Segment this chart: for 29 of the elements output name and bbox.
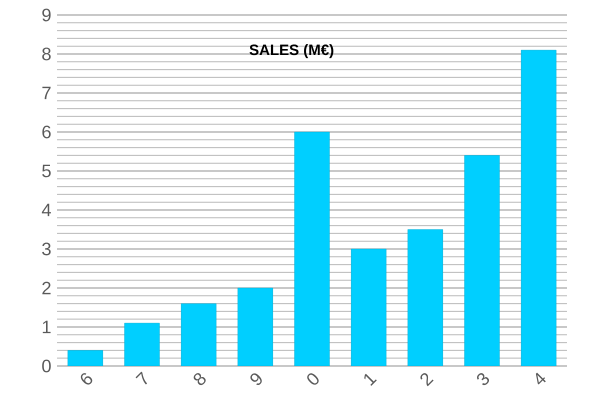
y-tick-label: 2 [42,282,51,294]
bar [464,155,500,366]
y-tick-label: 9 [42,8,51,22]
bar [350,248,386,366]
y-tick-label: 3 [42,242,51,256]
y-tick-label: 5 [42,164,51,178]
bar [408,229,444,366]
x-tick-label: 3 [477,373,490,386]
bar [294,132,330,366]
x-tick-label: 7 [136,372,148,385]
bar [520,50,556,366]
bar [124,322,160,366]
x-tick-label: 6 [80,373,92,385]
bar [180,303,216,366]
y-tick-label: 1 [42,320,51,334]
bar [238,288,274,366]
x-tick-label: 0 [307,373,319,385]
text: SALES (M€) [250,44,334,58]
y-tick-label: 7 [42,86,51,100]
y-tick-label: 6 [42,126,51,138]
x-tick-label: 1 [364,374,377,386]
x-tick-label: 2 [420,373,434,386]
bar [68,350,104,366]
y-tick-label: 0 [42,360,51,372]
y-tick-label: 4 [42,204,51,216]
x-tick-label: 8 [194,373,206,386]
x-tick-label: 4 [536,372,546,385]
y-tick-label: 8 [42,48,51,60]
x-tick-label: 9 [250,373,262,386]
